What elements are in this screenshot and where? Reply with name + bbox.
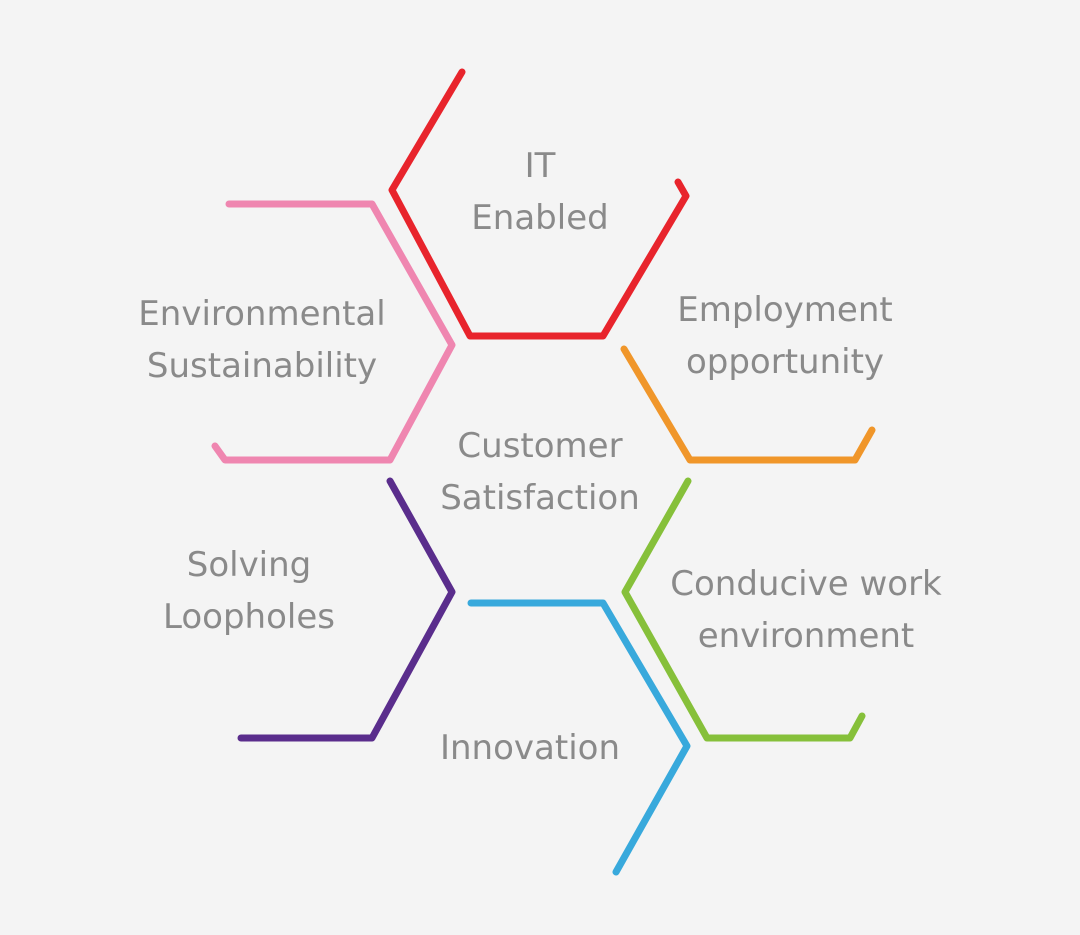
stroke-solving <box>237 477 456 742</box>
label-environmental-line1: Environmental <box>138 294 386 334</box>
stroke-it-enabled <box>388 68 690 340</box>
label-it-line1: IT <box>524 146 556 186</box>
label-solving: Solving Loopholes <box>129 539 369 643</box>
label-employment-line2: opportunity <box>685 342 885 382</box>
label-employment-line1: Employment <box>677 290 893 330</box>
label-center-line1: Customer <box>457 426 623 466</box>
label-center-line2: Satisfaction <box>440 478 640 518</box>
label-center: Customer Satisfaction <box>390 420 690 524</box>
label-employment: Employment opportunity <box>635 284 935 388</box>
label-solving-line1: Solving <box>186 545 312 585</box>
stroke-environmental <box>211 200 456 464</box>
label-innovation: Innovation <box>410 722 650 774</box>
label-solving-line2: Loopholes <box>163 597 335 637</box>
label-environmental-line2: Sustainability <box>146 346 378 386</box>
label-it-enabled: IT Enabled <box>440 140 640 244</box>
label-environmental: Environmental Sustainability <box>112 288 412 392</box>
label-it-line2: Enabled <box>471 198 609 238</box>
label-conducive: Conducive work environment <box>646 558 966 662</box>
stroke-innovation <box>467 599 691 876</box>
stroke-employment <box>620 345 876 464</box>
label-conducive-line1: Conducive work <box>670 564 942 604</box>
label-innovation-line1: Innovation <box>439 728 620 768</box>
stroke-conducive <box>621 477 866 742</box>
label-conducive-line2: environment <box>697 616 915 656</box>
